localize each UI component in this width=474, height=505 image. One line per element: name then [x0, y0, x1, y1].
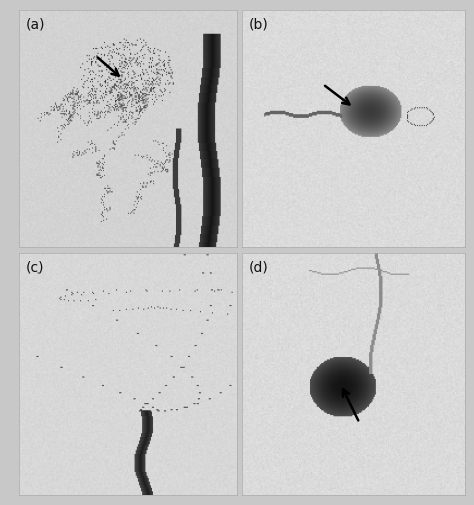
Text: (b): (b) [249, 17, 269, 31]
Text: (d): (d) [249, 260, 269, 274]
Text: (a): (a) [26, 17, 45, 31]
Text: (c): (c) [26, 260, 44, 274]
